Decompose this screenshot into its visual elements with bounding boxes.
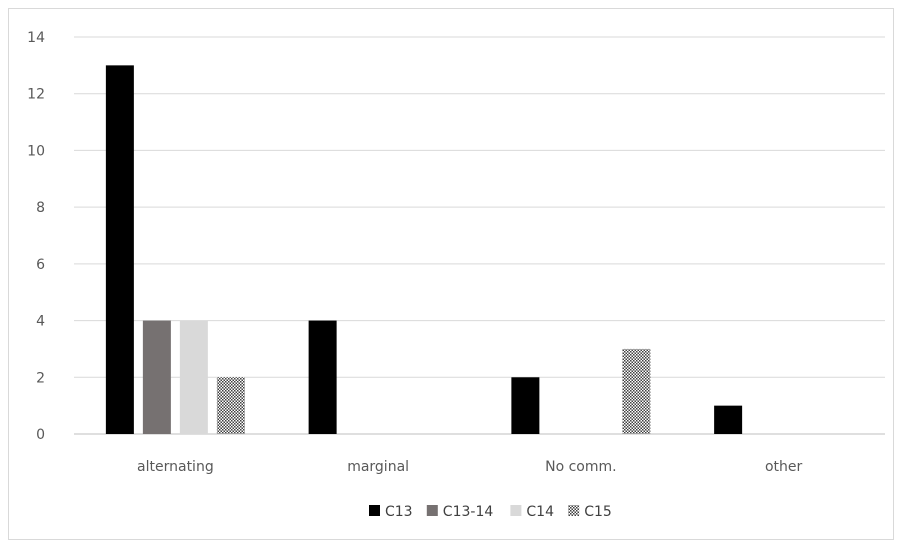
bar-c15 <box>622 348 651 434</box>
y-tick-label: 10 <box>27 143 45 159</box>
legend-item-c13: C13 <box>369 504 413 520</box>
y-tick-label: 14 <box>27 30 45 46</box>
legend-swatch <box>510 505 522 516</box>
bar-c15 <box>216 377 245 434</box>
bar-c13 <box>105 65 134 434</box>
legend-swatch <box>369 505 380 516</box>
x-category-label: marginal <box>347 459 409 475</box>
bar-c13 <box>308 320 337 434</box>
legend-label: C13 <box>385 504 413 520</box>
bar-c13 <box>714 405 743 434</box>
legend-label: C14 <box>526 504 554 520</box>
x-category-label: other <box>765 459 803 475</box>
y-tick-label: 6 <box>36 257 45 273</box>
x-category-label: alternating <box>137 459 214 475</box>
legend-item-c13-14: C13-14 <box>426 504 494 520</box>
y-tick-label: 4 <box>36 314 45 330</box>
legend-item-c15: C15 <box>568 504 612 520</box>
legend-label: C15 <box>584 504 612 520</box>
legend-label: C13-14 <box>443 504 494 520</box>
chart-frame: 0 2 4 6 8 10 12 14 alternating marginal No comm. ot… <box>8 8 894 540</box>
y-tick-label: 8 <box>36 200 45 216</box>
x-category-label: No comm. <box>545 459 616 475</box>
bar-chart: 0 2 4 6 8 10 12 14 alternating marginal No comm. ot… <box>27 30 885 520</box>
bar-c13 <box>511 377 540 434</box>
legend-swatch <box>568 505 580 516</box>
bar-c14 <box>179 320 208 434</box>
y-tick-label: 0 <box>36 427 45 443</box>
legend-swatch <box>426 505 438 516</box>
bar-c13-14 <box>142 320 171 434</box>
y-tick-label: 2 <box>36 370 45 386</box>
y-tick-label: 12 <box>27 87 45 103</box>
legend-item-c14: C14 <box>510 504 554 520</box>
